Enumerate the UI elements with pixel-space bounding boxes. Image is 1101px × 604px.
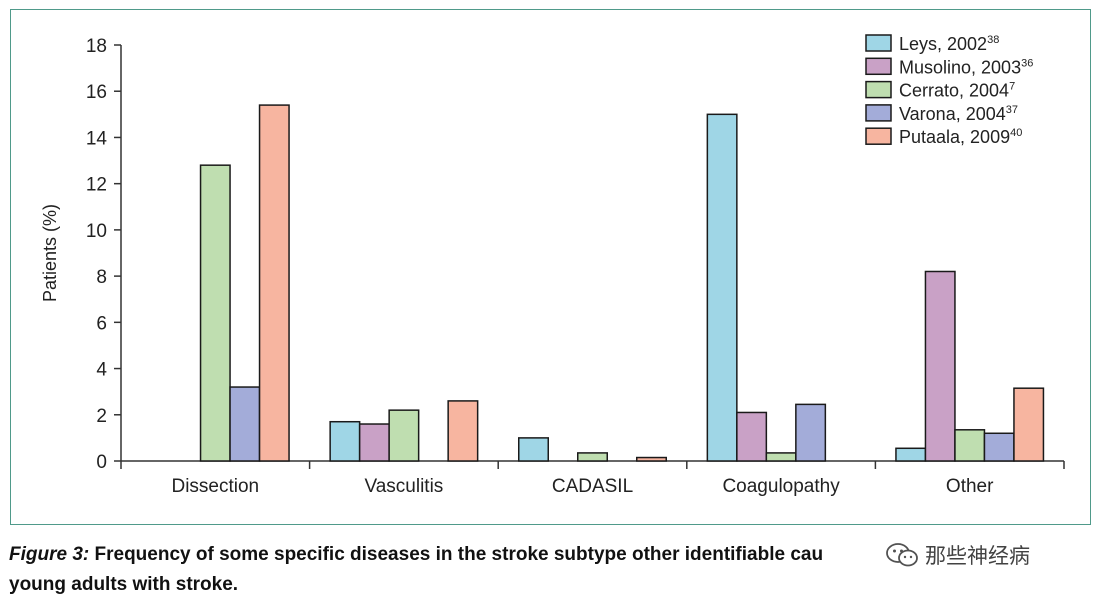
bar (954, 429, 986, 462)
bar (706, 113, 738, 462)
y-tick-label: 16 (86, 82, 107, 103)
x-tick-label: Other (946, 476, 994, 497)
legend-ref: 40 (1010, 127, 1022, 139)
legend-label: Varona, 200437 (899, 104, 1018, 124)
caption-line-1: Figure 3: Frequency of some specific dis… (9, 540, 1049, 570)
legend-label: Musolino, 200336 (899, 57, 1033, 77)
bar (388, 409, 420, 462)
y-tick-label: 18 (86, 36, 107, 57)
y-tick-label: 14 (86, 128, 108, 149)
legend-swatch (865, 57, 892, 76)
legend: Leys, 200238 Musolino, 200336 Cerrato, 200… (865, 34, 1033, 147)
bar (736, 411, 768, 462)
y-axis-ticks: 0 2 4 6 8 10 12 14 16 18 (86, 36, 121, 473)
bars (199, 104, 1045, 462)
watermark: 那些神经病 (885, 538, 1030, 572)
legend-label: Cerrato, 20047 (899, 81, 1015, 101)
bar (983, 432, 1015, 462)
legend-ref: 38 (987, 34, 999, 46)
y-tick-label: 4 (96, 360, 107, 381)
bar-chart: 0 2 4 6 8 10 12 14 16 18 Dissection Vasculitis CADA… (40, 34, 1065, 497)
legend-swatch (865, 127, 892, 145)
bar (795, 403, 827, 462)
bar (447, 400, 479, 462)
legend-ref: 37 (1006, 104, 1018, 116)
bar (358, 423, 390, 462)
caption-line-2: young adults with stroke. (9, 574, 239, 595)
figure-caption: Figure 3: Frequency of some specific dis… (9, 540, 1049, 600)
axes: 0 2 4 6 8 10 12 14 16 18 Dissection Vasculitis CADA… (40, 36, 1065, 497)
figure-label: Figure 3: (9, 544, 90, 565)
x-tick-label: Dissection (171, 476, 259, 497)
y-tick-label: 12 (86, 175, 107, 196)
bar (765, 452, 797, 462)
y-axis-label: Patients (%) (40, 204, 60, 302)
x-tick-label: Vasculitis (364, 476, 443, 497)
bar (229, 386, 261, 462)
legend-swatch (865, 34, 892, 52)
y-tick-label: 6 (96, 313, 107, 334)
legend-swatch (865, 104, 892, 122)
legend-label: Putaala, 200940 (899, 127, 1022, 147)
bar (1013, 387, 1045, 462)
caption-text: Frequency of some specific diseases in t… (89, 544, 824, 565)
watermark-text: 那些神经病 (925, 544, 1030, 568)
bar (329, 420, 361, 462)
bar (895, 447, 927, 462)
y-tick-label: 2 (96, 406, 107, 427)
legend-swatch (865, 80, 892, 99)
wechat-icon (886, 543, 918, 567)
bar (636, 456, 667, 462)
legend-label: Leys, 200238 (899, 34, 999, 54)
bar (518, 437, 549, 462)
chart-frame (10, 9, 1091, 525)
x-axis-ticks: Dissection Vasculitis CADASIL Coagulopathy O… (120, 461, 1065, 497)
x-tick-label: Coagulopathy (722, 476, 840, 497)
bar (199, 164, 231, 462)
legend-ref: 36 (1021, 57, 1033, 69)
bar (924, 270, 956, 462)
x-tick-label: CADASIL (552, 476, 633, 497)
bar (577, 452, 608, 462)
y-tick-label: 0 (96, 452, 107, 473)
bar (258, 104, 290, 462)
y-tick-label: 8 (96, 267, 107, 288)
legend-ref: 7 (1009, 81, 1015, 93)
y-tick-label: 10 (86, 221, 107, 242)
